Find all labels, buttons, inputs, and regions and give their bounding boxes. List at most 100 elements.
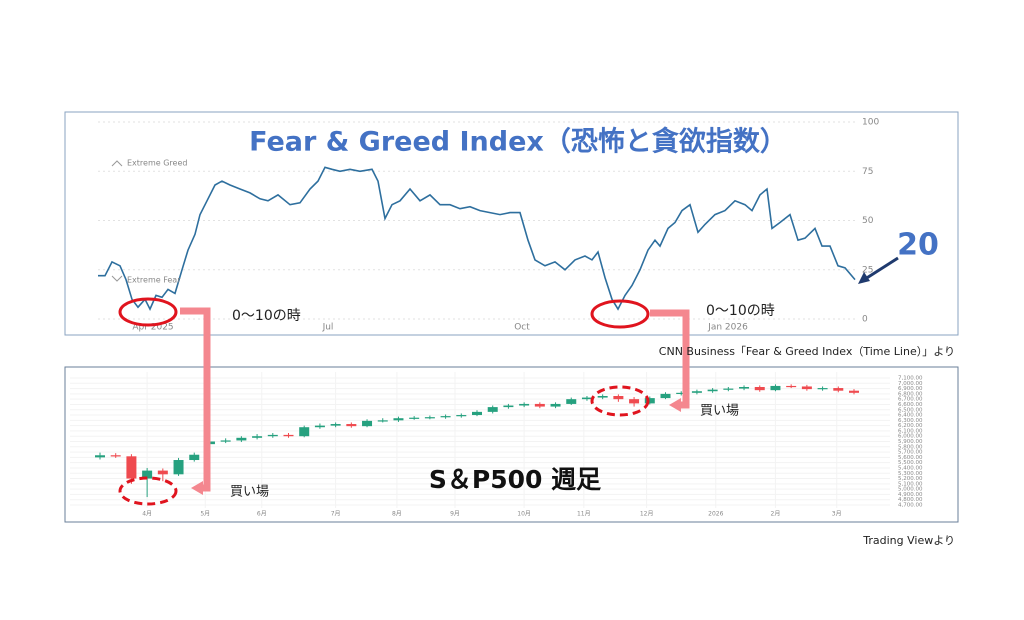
y-tick-label: 5,700.00 xyxy=(898,450,923,456)
sp-panel xyxy=(64,366,959,523)
y-tick-label: 6,900.00 xyxy=(898,386,923,392)
candle-body xyxy=(456,415,467,417)
y-tick-label: 5,500.00 xyxy=(898,460,923,466)
candle-body xyxy=(629,399,640,404)
candle-body xyxy=(393,418,404,421)
candle-body xyxy=(613,395,624,400)
y-tick-label: 6,700.00 xyxy=(898,397,923,403)
highlight xyxy=(590,299,650,329)
annotation: 買い場 xyxy=(700,404,739,419)
y-tick-label: 7,100.00 xyxy=(898,376,923,382)
highlight xyxy=(118,476,178,506)
annotation: 0～10の時 xyxy=(706,303,775,319)
y-tick-label: 7,000.00 xyxy=(898,381,923,387)
y-tick-label: 4,800.00 xyxy=(898,497,923,503)
x-tick-label: 2月 xyxy=(771,511,781,518)
y-tick-label: 5,800.00 xyxy=(898,444,923,450)
y-tick-label: 50 xyxy=(862,216,874,226)
candle-body xyxy=(252,436,263,438)
fg-title: Fear & Greed Index（恐怖と貪欲指数） xyxy=(249,126,787,158)
candle-body xyxy=(220,440,231,442)
y-tick-label: 5,400.00 xyxy=(898,465,923,471)
candle-body xyxy=(362,420,373,427)
source: Trading Viewより xyxy=(862,534,955,547)
x-tick-label: Apr 2025 xyxy=(132,323,173,333)
candle-body xyxy=(503,405,514,408)
candle-body xyxy=(566,399,577,404)
current-value: 20 xyxy=(897,228,939,263)
y-tick-label: 0 xyxy=(862,315,868,325)
candle-body xyxy=(157,470,168,475)
candle-body xyxy=(440,416,451,418)
candle-body xyxy=(534,403,545,407)
x-tick-label: 3月 xyxy=(832,511,842,518)
candle-body xyxy=(346,424,357,427)
candle-body xyxy=(754,386,765,391)
candle-body xyxy=(849,390,859,393)
zone-label: Extreme Greed xyxy=(127,159,187,168)
x-tick-label: 6月 xyxy=(257,511,267,518)
source: CNN Business「Fear & Greed Index（Time Lin… xyxy=(659,345,955,358)
candle-body xyxy=(424,417,435,419)
candle-body xyxy=(110,455,121,457)
fg-line xyxy=(98,166,856,311)
candle-body xyxy=(330,424,341,426)
x-tick-label: Jul xyxy=(322,323,334,333)
annotation: 0～10の時 xyxy=(232,308,301,324)
candle-body xyxy=(377,420,388,422)
arrowhead xyxy=(669,398,681,412)
x-tick-label: 8月 xyxy=(392,511,402,518)
y-tick-label: 6,400.00 xyxy=(898,413,923,419)
zone-label: Extreme Fear xyxy=(127,276,181,285)
y-tick-label: 5,300.00 xyxy=(898,471,923,477)
x-tick-label: Oct xyxy=(514,323,530,333)
candle-body xyxy=(739,386,750,389)
x-tick-label: 12月 xyxy=(640,511,654,518)
y-tick-label: 5,000.00 xyxy=(898,487,923,493)
candle-body xyxy=(644,398,655,404)
candle-body xyxy=(314,425,325,428)
candle-body xyxy=(472,411,482,416)
candle-body xyxy=(409,417,420,419)
candle-body xyxy=(817,388,828,390)
x-tick-label: 4月 xyxy=(142,511,152,518)
candle-body xyxy=(723,388,734,390)
y-tick-label: 6,600.00 xyxy=(898,402,923,408)
candle-body xyxy=(786,385,797,388)
arrowhead xyxy=(191,481,203,495)
y-tick-label: 5,600.00 xyxy=(898,455,923,461)
y-tick-label: 100 xyxy=(862,118,879,128)
candle-body xyxy=(691,391,702,393)
y-tick-label: 6,500.00 xyxy=(898,407,923,413)
y-tick-label: 75 xyxy=(862,167,873,177)
x-tick-label: 9月 xyxy=(450,511,460,518)
y-tick-label: 6,200.00 xyxy=(898,423,923,429)
candle-body xyxy=(126,456,137,479)
y-tick-label: 4,700.00 xyxy=(898,503,923,509)
zone-chevrons xyxy=(111,160,123,282)
candle-body xyxy=(770,385,781,391)
x-tick-label: 10月 xyxy=(517,511,531,518)
fg-panel xyxy=(64,111,959,336)
x-tick-label: Jan 2026 xyxy=(707,323,748,333)
sp-title: S＆P500 週足 xyxy=(429,465,601,494)
y-tick-label: 6,100.00 xyxy=(898,428,923,434)
candle-body xyxy=(801,386,812,390)
x-tick-label: 7月 xyxy=(331,511,341,518)
y-tick-label: 25 xyxy=(862,265,873,275)
x-tick-label: 11月 xyxy=(577,511,591,518)
y-tick-label: 6,800.00 xyxy=(898,391,923,397)
candle-body xyxy=(660,393,671,399)
candle-body xyxy=(597,395,608,398)
pointer-head xyxy=(858,272,870,284)
candle-body xyxy=(299,427,310,437)
candle-body xyxy=(267,434,278,437)
candle-body xyxy=(236,437,247,441)
annotation: 買い場 xyxy=(230,485,269,500)
x-tick-label: 5月 xyxy=(200,511,210,518)
candle-body xyxy=(173,460,184,475)
candle-body xyxy=(487,407,498,412)
candle-body xyxy=(95,455,105,458)
